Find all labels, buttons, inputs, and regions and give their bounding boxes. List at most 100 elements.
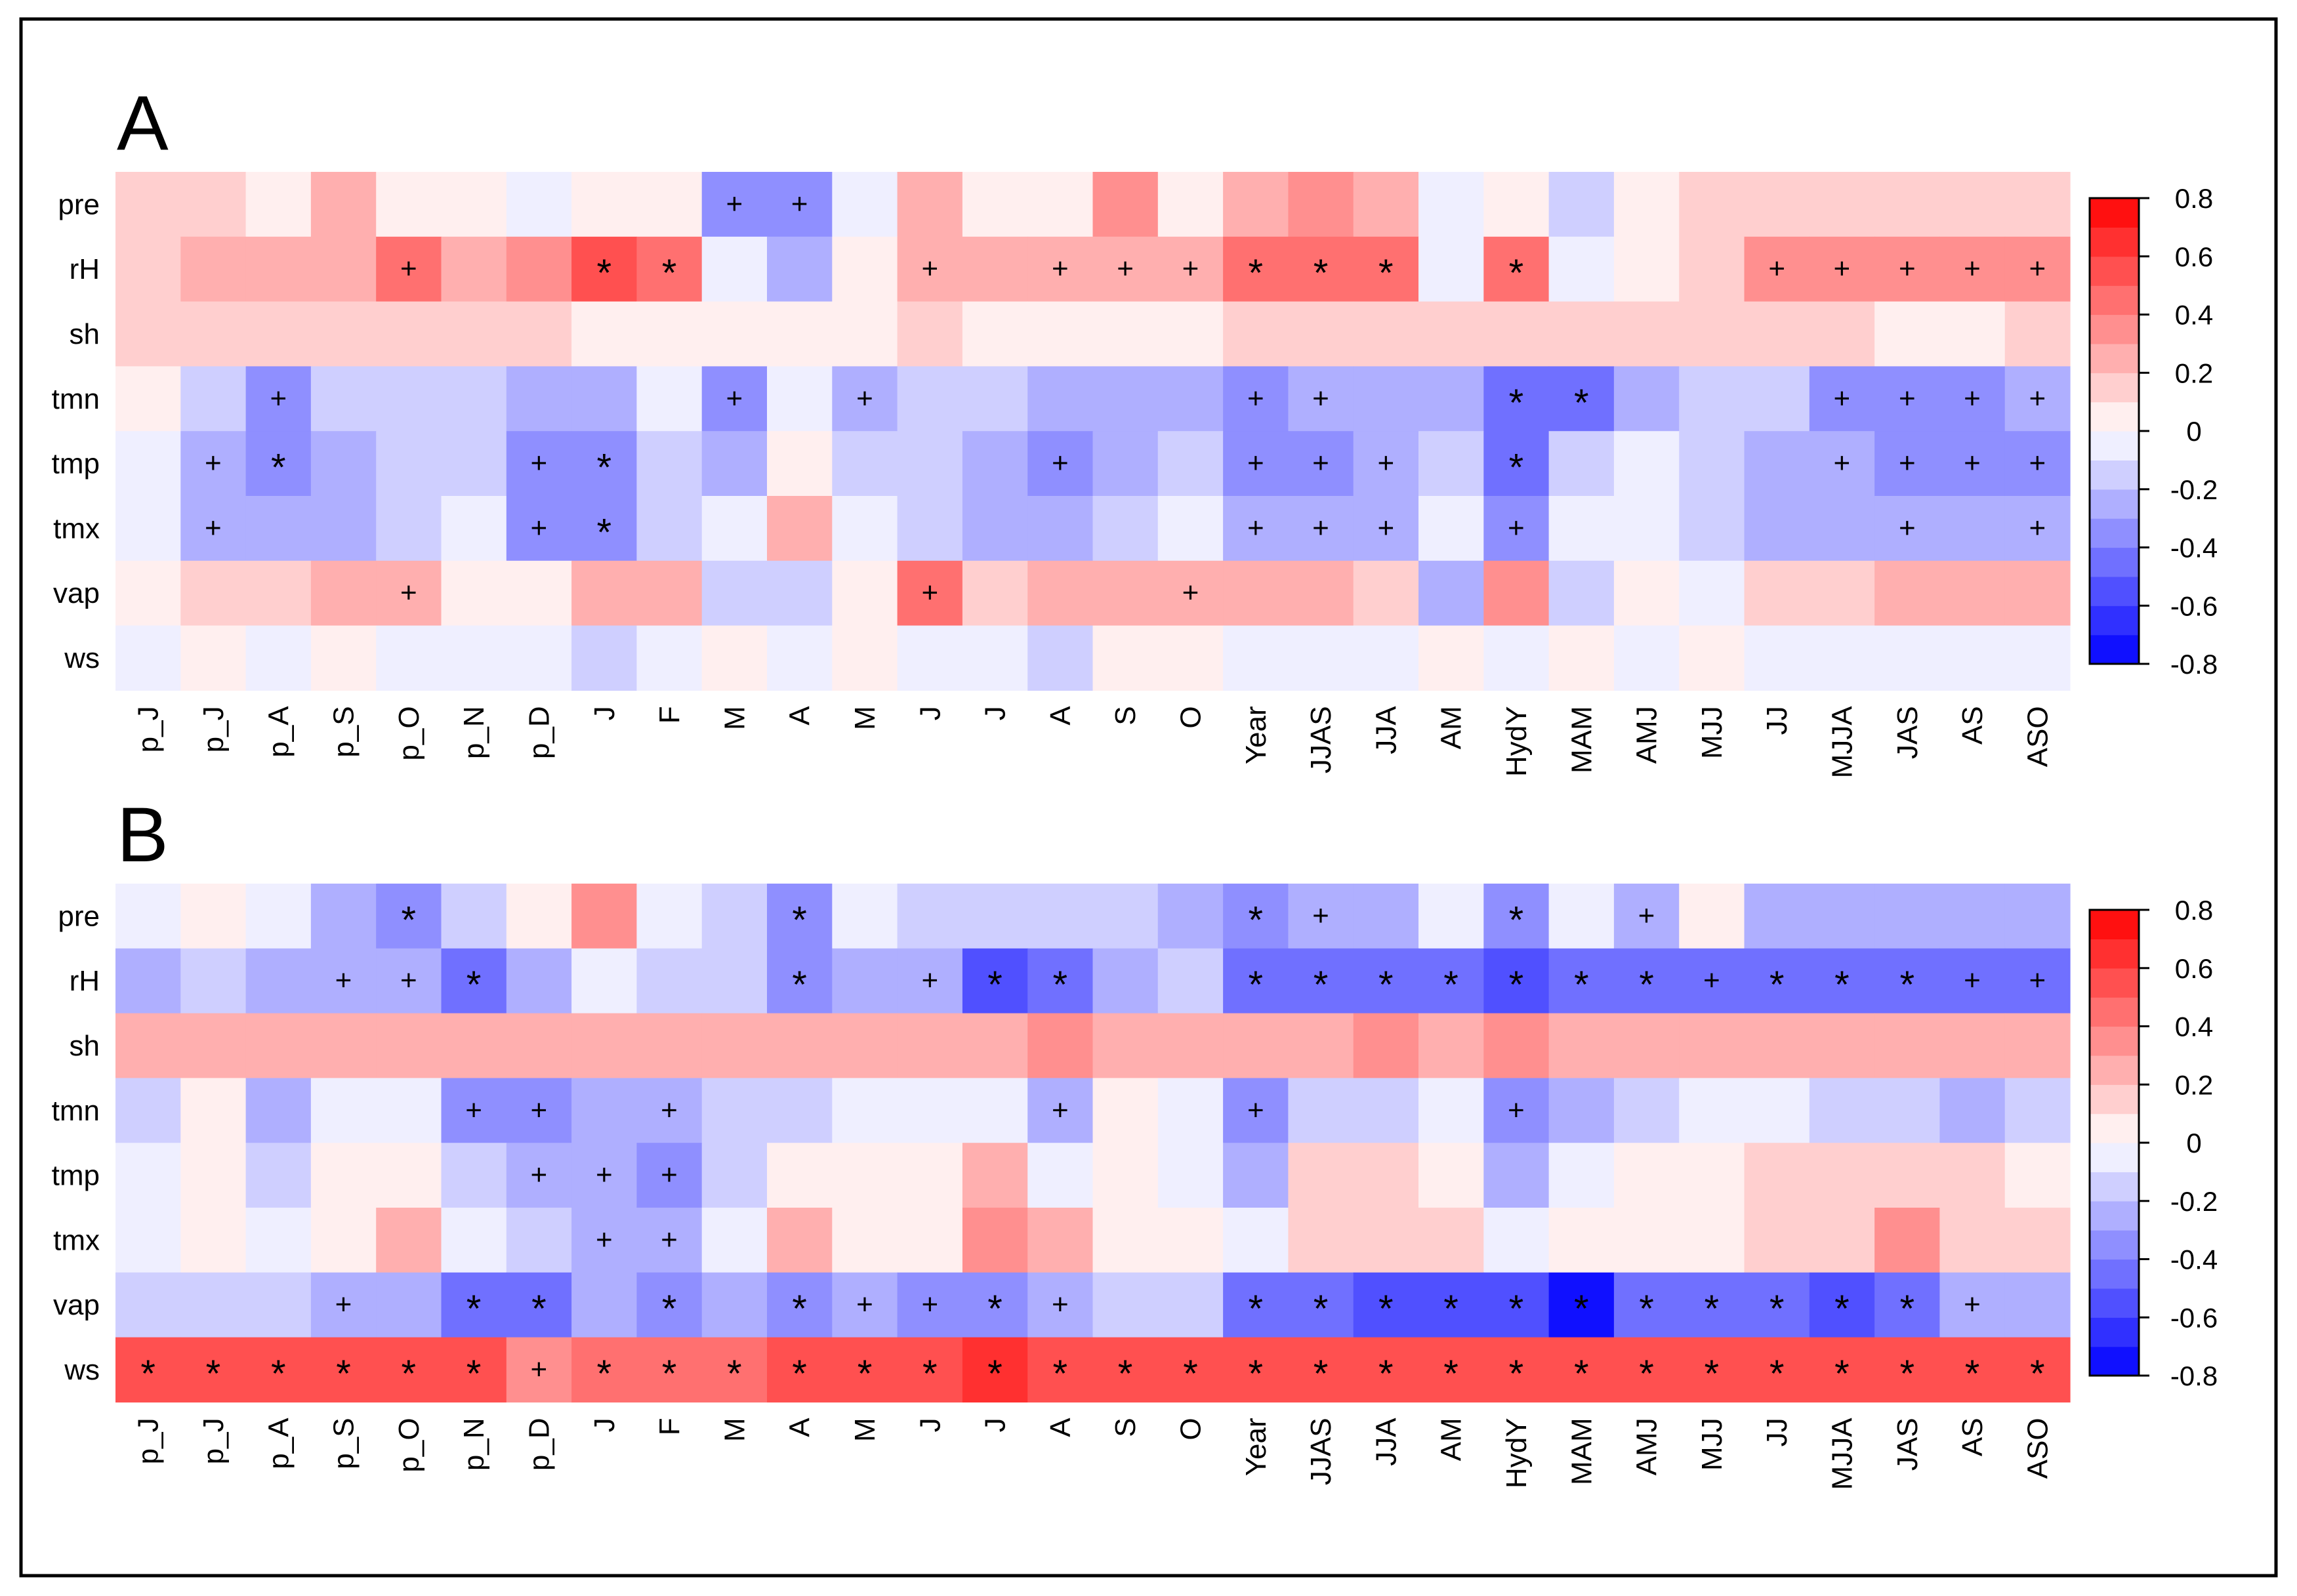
cell-pre-5 <box>441 884 507 949</box>
cell-tmx-12 <box>897 496 963 562</box>
cell-tmp-28 <box>1939 431 2006 497</box>
colorbar-tick-label: 0.4 <box>2175 1012 2213 1042</box>
colorbar-segment <box>2090 373 2139 403</box>
cell-pre-7 <box>571 884 637 949</box>
cell-sh-16 <box>1157 301 1224 367</box>
cell-tmp-26 <box>1809 1143 1875 1208</box>
row-label-tmp: tmp <box>52 1160 100 1192</box>
significance-star: * <box>1314 1353 1329 1395</box>
column-label-m: M <box>849 706 881 730</box>
colorbar-segment <box>2090 605 2139 636</box>
cell-tmx-11 <box>832 1208 898 1273</box>
column-label-jja: JJA <box>1370 1418 1402 1466</box>
cell-rh-11 <box>832 948 898 1014</box>
cell-sh-22 <box>1548 1013 1615 1078</box>
significance-plus: + <box>1182 577 1199 609</box>
cell-rh-18 <box>1288 948 1354 1014</box>
cell-ws-5 <box>441 625 507 691</box>
colorbar-segment <box>2090 1288 2139 1318</box>
column-label-jj: JJ <box>1761 1418 1793 1446</box>
cell-tmn-11 <box>832 1078 898 1143</box>
cell-rh-1 <box>180 948 247 1014</box>
cell-tmn-6 <box>506 1078 572 1143</box>
column-label-a: A <box>784 1418 816 1437</box>
cell-tmn-9 <box>701 366 768 432</box>
column-label-p-o: p_O <box>393 1418 425 1472</box>
cell-pre-20 <box>1418 884 1484 949</box>
cell-tmp-1 <box>180 431 247 497</box>
cell-vap-4 <box>376 1272 442 1338</box>
cell-vap-16 <box>1157 1272 1224 1338</box>
significance-star: * <box>140 1353 155 1395</box>
row-label-ws: ws <box>64 642 100 674</box>
cell-tmp-16 <box>1157 1143 1224 1208</box>
cell-vap-1 <box>180 1272 247 1338</box>
cell-pre-9 <box>701 884 768 949</box>
column-label-a: A <box>1045 706 1077 726</box>
colorbar-segment <box>2090 460 2139 490</box>
significance-plus: + <box>1312 447 1329 480</box>
significance-plus: + <box>2029 447 2046 480</box>
cell-rh-8 <box>636 236 703 302</box>
cell-tmp-14 <box>1027 1143 1094 1208</box>
significance-star: * <box>1834 1288 1850 1330</box>
cell-tmn-29 <box>2004 366 2071 432</box>
cell-ws-11 <box>832 625 898 691</box>
significance-star: * <box>1443 1288 1459 1330</box>
cell-ws-10 <box>767 625 833 691</box>
cell-ws-3 <box>310 1337 377 1402</box>
cell-tmx-2 <box>245 496 312 562</box>
cell-pre-4 <box>376 172 442 237</box>
cell-vap-23 <box>1613 1272 1680 1338</box>
cell-vap-26 <box>1809 1272 1875 1338</box>
significance-star: * <box>597 252 612 295</box>
significance-star: * <box>1509 1353 1524 1395</box>
heatmap-cells <box>115 884 2071 1402</box>
significance-plus: + <box>596 1159 613 1191</box>
cell-pre-15 <box>1092 172 1159 237</box>
column-label-jj: JJ <box>1761 706 1793 735</box>
colorbar-segment <box>2090 1230 2139 1260</box>
cell-pre-17 <box>1223 172 1289 237</box>
column-label-f: F <box>653 1418 686 1435</box>
significance-star: * <box>792 899 807 941</box>
cell-tmp-21 <box>1483 1143 1550 1208</box>
cell-tmx-25 <box>1744 496 1810 562</box>
row-label-rh: rH <box>70 253 100 285</box>
significance-star: * <box>597 1353 612 1395</box>
column-label-j: J <box>980 1418 1012 1432</box>
significance-star: * <box>531 1288 547 1330</box>
cell-ws-0 <box>115 1337 181 1402</box>
cell-tmx-27 <box>1874 496 1940 562</box>
column-label-p-j: p_J <box>197 1418 230 1464</box>
column-label-p-d: p_D <box>523 706 555 759</box>
cell-sh-12 <box>897 301 963 367</box>
cell-tmx-29 <box>2004 496 2071 562</box>
colorbar-segment <box>2090 1346 2139 1376</box>
cell-tmn-25 <box>1744 1078 1810 1143</box>
cell-rh-25 <box>1744 948 1810 1014</box>
cell-sh-1 <box>180 301 247 367</box>
cell-tmx-8 <box>636 496 703 562</box>
cell-tmn-4 <box>376 366 442 432</box>
cell-vap-25 <box>1744 1272 1810 1338</box>
cell-rh-19 <box>1353 236 1419 302</box>
cell-pre-28 <box>1939 884 2006 949</box>
cell-ws-4 <box>376 1337 442 1402</box>
cell-ws-23 <box>1613 625 1680 691</box>
colorbar-tick-label: -0.8 <box>2170 649 2218 680</box>
cell-rh-28 <box>1939 948 2006 1014</box>
cell-tmn-17 <box>1223 1078 1289 1143</box>
cell-rh-24 <box>1679 948 1745 1014</box>
significance-star: * <box>662 252 677 295</box>
cell-tmp-26 <box>1809 431 1875 497</box>
cell-pre-16 <box>1157 172 1224 237</box>
significance-star: * <box>1574 382 1589 424</box>
cell-tmx-5 <box>441 1208 507 1273</box>
cell-sh-23 <box>1613 301 1680 367</box>
significance-plus: + <box>2029 382 2046 415</box>
cell-sh-15 <box>1092 1013 1159 1078</box>
significance-plus: + <box>1247 447 1264 480</box>
cell-sh-21 <box>1483 301 1550 367</box>
cell-pre-14 <box>1027 172 1094 237</box>
